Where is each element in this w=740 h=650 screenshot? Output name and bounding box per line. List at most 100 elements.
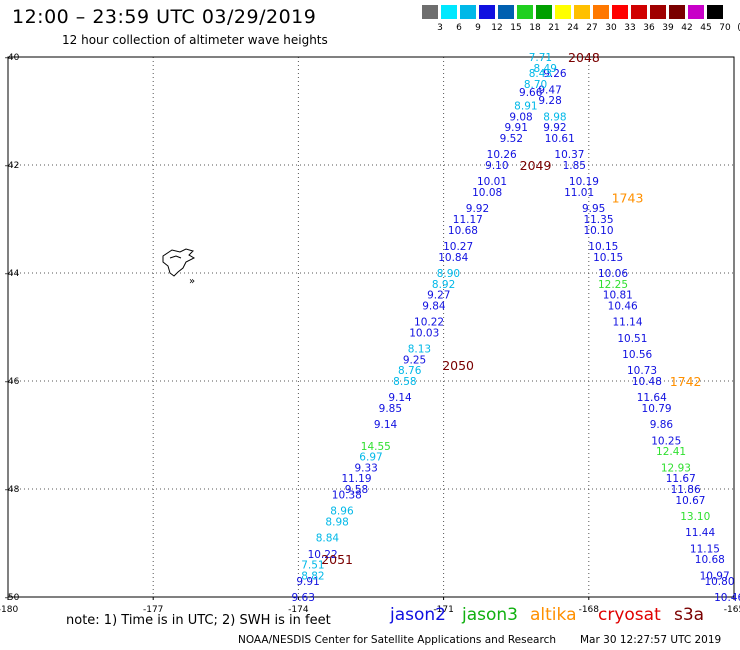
- y-tick-label: -44: [5, 269, 20, 279]
- wave-height-value: 9.66: [519, 87, 543, 99]
- scale-swatch: [517, 5, 533, 19]
- map-title: 12:00 – 23:59 UTC 03/29/2019: [12, 6, 317, 28]
- wave-height-value: 9.14: [374, 419, 398, 431]
- axis-tick-labels: -180 -177 -174 -171 -168 -165 -40 -42 -44 -46 -48 -…: [0, 53, 740, 615]
- wave-height-value: 9.10: [485, 160, 508, 172]
- wave-height-value: 8.13: [408, 344, 431, 356]
- wave-height-value: 11.17: [453, 214, 483, 226]
- wave-height-value: 10.79: [642, 403, 672, 415]
- wave-height-value: 12.25: [598, 279, 628, 291]
- wave-height-value: 11.15: [690, 543, 720, 555]
- satellite-cryosat: cryosat: [598, 605, 661, 625]
- map-border: [7, 56, 735, 598]
- scale-swatch: [612, 5, 628, 19]
- wave-height-value: 10.22: [414, 317, 444, 329]
- island-outline: [162, 248, 196, 277]
- wave-height-value: 10.61: [545, 133, 575, 145]
- wave-height-value: 11.86: [671, 484, 701, 496]
- wave-height-value: 9.25: [403, 354, 426, 366]
- satellite-jason3: jason3: [462, 605, 518, 625]
- wave-height-value: 11.44: [685, 527, 715, 539]
- wave-height-value: 9.63: [292, 592, 315, 604]
- scale-swatch: [460, 5, 476, 19]
- wave-height-value: 7.51: [301, 560, 324, 572]
- y-tick-label: -48: [5, 485, 20, 495]
- wave-height-value: 10.51: [617, 333, 647, 345]
- wave-height-value: 10.06: [598, 268, 628, 280]
- scale-swatch: [574, 5, 590, 19]
- x-tick-label: -177: [143, 605, 163, 615]
- scale-swatch: [669, 5, 685, 19]
- wave-height-value: 6.97: [359, 452, 382, 464]
- wave-height-value: 1.85: [563, 160, 586, 172]
- wave-height-value: 10.26: [487, 149, 517, 161]
- wave-height-value: 10.97: [700, 570, 730, 582]
- wave-height-value: 11.19: [341, 473, 371, 485]
- wave-height-value: 11.35: [583, 214, 613, 226]
- island-shape: [162, 248, 196, 277]
- y-tick-label: -46: [5, 377, 20, 387]
- scale-swatch: [479, 5, 495, 19]
- wave-height-value: 9.27: [427, 290, 450, 302]
- wave-height-value: 9.92: [543, 122, 566, 134]
- wave-height-value: 10.27: [443, 241, 473, 253]
- scale-swatch: [707, 5, 723, 19]
- wave-height-value: 10.46: [714, 592, 740, 604]
- wave-height-value: 11.67: [666, 473, 696, 485]
- scale-swatch: [631, 5, 647, 19]
- scale-swatch: [688, 5, 704, 19]
- credit-line: NOAA/NESDIS Center for Satellite Applica…: [238, 634, 556, 646]
- wave-height-value: 10.81: [603, 290, 633, 302]
- scale-label: 39: [662, 23, 674, 33]
- scale-label: (ft): [734, 23, 740, 33]
- scale-label: 24: [567, 23, 579, 33]
- wave-height-value: 10.08: [472, 187, 502, 199]
- x-tick-label: -171: [433, 605, 453, 615]
- wave-height-value: 10.46: [608, 300, 638, 312]
- footer-note: note: 1) Time is in UTC; 2) SWH is in fe…: [66, 613, 331, 628]
- wave-height-value: 8.91: [514, 101, 537, 113]
- wave-height-value: 10.73: [627, 365, 657, 377]
- pass-time-label: 1742: [670, 374, 702, 389]
- wave-height-value: 10.15: [588, 241, 618, 253]
- scale-label: 27: [586, 23, 598, 33]
- island-mark: »: [189, 276, 195, 287]
- pass-time-labels: 2048 2049 1743 2050 1742 2051: [321, 50, 701, 567]
- scale-label: 42: [681, 23, 693, 33]
- wave-height-value: 7.71: [529, 52, 552, 64]
- island-detail: [169, 255, 182, 259]
- wave-height-value: 10.22: [308, 549, 338, 561]
- x-tick-label: -180: [0, 605, 18, 615]
- satellite-s3a: s3a: [674, 605, 705, 625]
- wave-height-value: 9.28: [538, 95, 561, 107]
- wave-height-value: 9.47: [538, 84, 561, 96]
- wave-height-value: 10.68: [448, 225, 478, 237]
- wave-height-value: 10.37: [554, 149, 584, 161]
- pass-time-label: 2050: [442, 358, 474, 373]
- pass-time-label: 1743: [612, 190, 644, 205]
- x-tick-label: -168: [579, 605, 600, 615]
- wave-height-value: 14.55: [361, 441, 391, 453]
- wave-height-value: 8.84: [316, 533, 340, 545]
- scale-label: 6: [456, 23, 462, 33]
- x-tick-label: -174: [288, 605, 309, 615]
- wave-height-value: 9.91: [505, 122, 528, 134]
- wave-height-value: 10.25: [651, 435, 681, 447]
- wave-height-value: 9.52: [500, 133, 523, 145]
- pass-time-label: 2048: [568, 50, 600, 65]
- wave-height-value: 8.92: [432, 279, 455, 291]
- pass-time-label: 2049: [520, 158, 552, 173]
- wave-height-value: 9.33: [354, 462, 377, 474]
- wave-height-value: 8.98: [325, 516, 348, 528]
- wave-height-value: 12.41: [656, 446, 686, 458]
- wave-height-value: 10.56: [622, 349, 652, 361]
- generation-timestamp: Mar 30 12:27:57 UTC 2019: [580, 634, 722, 646]
- wave-height-value: 13.10: [680, 511, 710, 523]
- wave-height-value: 8.96: [330, 506, 354, 518]
- wave-height-value: 10.15: [593, 252, 623, 264]
- wave-height-value: 12.93: [661, 462, 691, 474]
- scale-label: 70: [719, 23, 731, 33]
- scale-swatch: [498, 5, 514, 19]
- wave-height-value: 8.49: [534, 63, 557, 75]
